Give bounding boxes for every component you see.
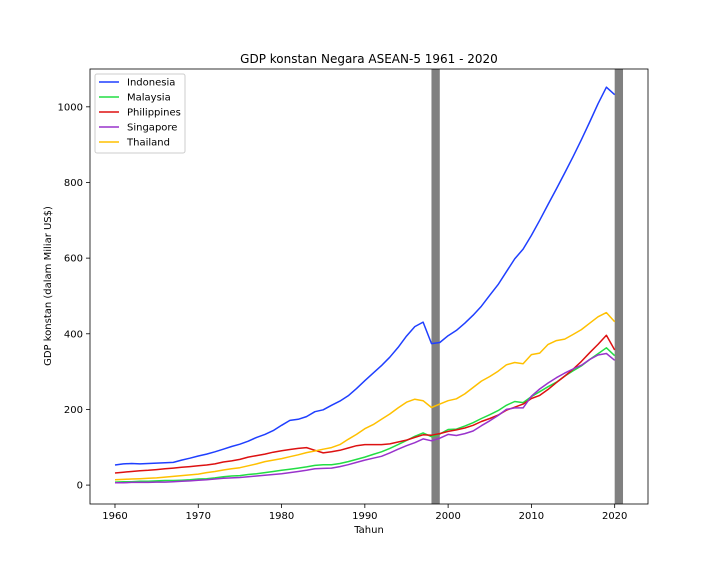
- y-tick-label: 200: [64, 405, 83, 416]
- series-line-singapore: [115, 352, 616, 484]
- legend-label-malaysia: Malaysia: [127, 93, 171, 104]
- y-axis-title: GDP konstan (dalam Miliar US$): [43, 206, 54, 366]
- y-tick-label: 800: [64, 178, 83, 189]
- series-line-philippines: [114, 334, 616, 474]
- legend-label-philippines: Philippines: [127, 108, 181, 119]
- y-tick-label: 600: [64, 254, 83, 265]
- x-axis-title: Tahun: [353, 525, 384, 536]
- shaded-period-2020: [614, 69, 624, 504]
- x-tick-label: 2000: [435, 511, 460, 522]
- x-tick-label: 2010: [519, 511, 544, 522]
- legend-label-thailand: Thailand: [126, 138, 170, 149]
- shaded-period-1998: [431, 69, 440, 504]
- chart-title: GDP konstan Negara ASEAN-5 1961 - 2020: [240, 52, 498, 66]
- x-tick-label: 1970: [186, 511, 211, 522]
- x-axis-ticks: 1960 1970 1980 1990 2000 2010 2020: [102, 504, 627, 522]
- plot-frame: [89, 68, 649, 505]
- y-tick-label: 1000: [58, 102, 83, 113]
- series-line-indonesia: [114, 86, 616, 466]
- x-tick-label: 1980: [269, 511, 294, 522]
- legend-box: [94, 73, 186, 154]
- y-tick-label: 400: [64, 329, 83, 340]
- y-axis-ticks: 0 200 400 600 800 1000: [58, 102, 90, 492]
- shaded-periods: [431, 69, 624, 504]
- series-lines: [114, 86, 616, 484]
- x-tick-label: 2020: [602, 511, 627, 522]
- legend-label-singapore: Singapore: [127, 123, 177, 134]
- series-line-thailand: [114, 311, 616, 481]
- legend: Indonesia Malaysia Philippines Singapore Tha…: [94, 73, 186, 154]
- x-tick-label: 1990: [352, 511, 377, 522]
- x-tick-label: 1960: [102, 511, 127, 522]
- y-tick-label: 0: [77, 481, 83, 492]
- series-line-malaysia: [114, 347, 616, 483]
- legend-label-indonesia: Indonesia: [127, 78, 175, 89]
